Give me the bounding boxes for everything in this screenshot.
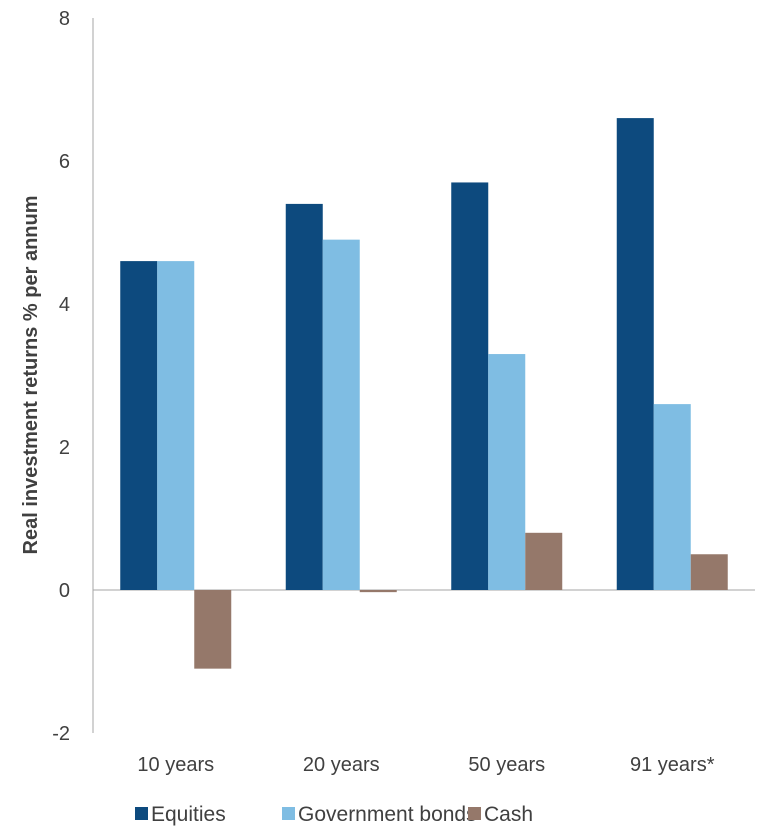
legend-swatch bbox=[135, 807, 148, 820]
y-tick-label: 8 bbox=[59, 8, 70, 30]
x-tick-label: 10 years bbox=[137, 754, 214, 776]
x-tick-label: 91 years* bbox=[630, 754, 715, 776]
bar-government-bonds bbox=[322, 239, 360, 590]
legend-swatch bbox=[282, 807, 295, 820]
x-tick-label: 50 years bbox=[468, 754, 545, 776]
legend-label: Government bonds bbox=[298, 803, 477, 826]
bar-government-bonds bbox=[488, 354, 526, 590]
y-tick-label: 0 bbox=[59, 580, 70, 602]
bar-cash bbox=[690, 554, 728, 590]
y-tick-label: -2 bbox=[52, 723, 70, 745]
legend-label: Cash bbox=[484, 803, 533, 826]
bar-cash bbox=[194, 590, 232, 669]
bar-equities bbox=[451, 182, 489, 590]
legend-label: Equities bbox=[151, 803, 226, 826]
y-tick-label: 2 bbox=[59, 437, 70, 459]
bar-cash bbox=[359, 590, 397, 593]
tick-labels: -2 0 2 4 6 8 10 years 20 years 50 years 91 years* bbox=[52, 8, 715, 776]
bars bbox=[120, 118, 728, 669]
bar-equities bbox=[616, 118, 654, 590]
y-tick-label: 6 bbox=[59, 151, 70, 173]
bar-equities bbox=[285, 203, 323, 590]
bar-cash bbox=[525, 532, 563, 590]
legend-swatch bbox=[468, 807, 481, 820]
y-axis-title: Real investment returns % per annum bbox=[20, 196, 42, 555]
x-tick-label: 20 years bbox=[303, 754, 380, 776]
bar-government-bonds bbox=[157, 261, 195, 590]
bar-government-bonds bbox=[653, 404, 691, 590]
legend: Equities Government bonds Cash bbox=[135, 803, 533, 826]
bar-equities bbox=[120, 261, 158, 590]
y-tick-label: 4 bbox=[59, 294, 70, 316]
